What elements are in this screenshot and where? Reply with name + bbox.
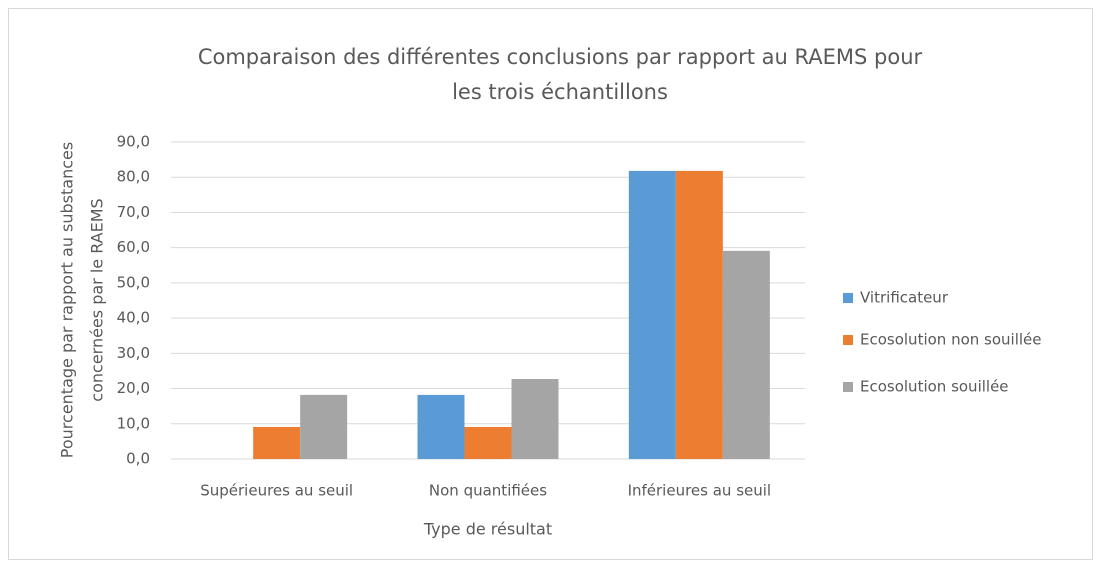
- bar: [253, 426, 301, 459]
- x-tick-label: Non quantifiées: [429, 482, 547, 500]
- bar: [417, 394, 465, 459]
- y-tick-label: 80,0: [117, 168, 150, 186]
- bar: [675, 170, 723, 460]
- y-tick-label: 60,0: [117, 238, 150, 256]
- bar: [300, 394, 348, 459]
- legend-label: Vitrificateur: [860, 289, 949, 307]
- bar: [511, 379, 559, 459]
- x-tick-label: Supérieures au seuil: [200, 482, 353, 500]
- x-axis-title: Type de résultat: [423, 520, 552, 539]
- y-tick-label: 50,0: [117, 273, 150, 291]
- legend-swatch: [843, 293, 853, 303]
- chart-title: Comparaison des différentes conclusions …: [198, 45, 923, 69]
- legend-swatch: [843, 335, 853, 345]
- y-tick-label: 20,0: [117, 379, 150, 397]
- chart-border: [8, 8, 1093, 560]
- bar: [722, 250, 770, 459]
- bar: [628, 170, 676, 460]
- y-tick-label: 40,0: [117, 309, 150, 327]
- legend-swatch: [843, 382, 853, 392]
- y-tick-label: 10,0: [117, 414, 150, 432]
- y-tick-label: 0,0: [126, 450, 150, 468]
- chart-title: les trois échantillons: [452, 80, 668, 104]
- y-axis-title: Pourcentage par rapport au substances: [58, 142, 77, 458]
- y-tick-label: 90,0: [117, 133, 150, 151]
- y-axis-title: concernées par le RAEMS: [88, 198, 107, 401]
- y-tick-label: 70,0: [117, 203, 150, 221]
- bar: [464, 426, 512, 459]
- legend-label: Ecosolution non souillée: [860, 331, 1042, 349]
- y-tick-label: 30,0: [117, 344, 150, 362]
- legend-label: Ecosolution souillée: [860, 378, 1009, 396]
- x-tick-label: Inférieures au seuil: [628, 482, 772, 500]
